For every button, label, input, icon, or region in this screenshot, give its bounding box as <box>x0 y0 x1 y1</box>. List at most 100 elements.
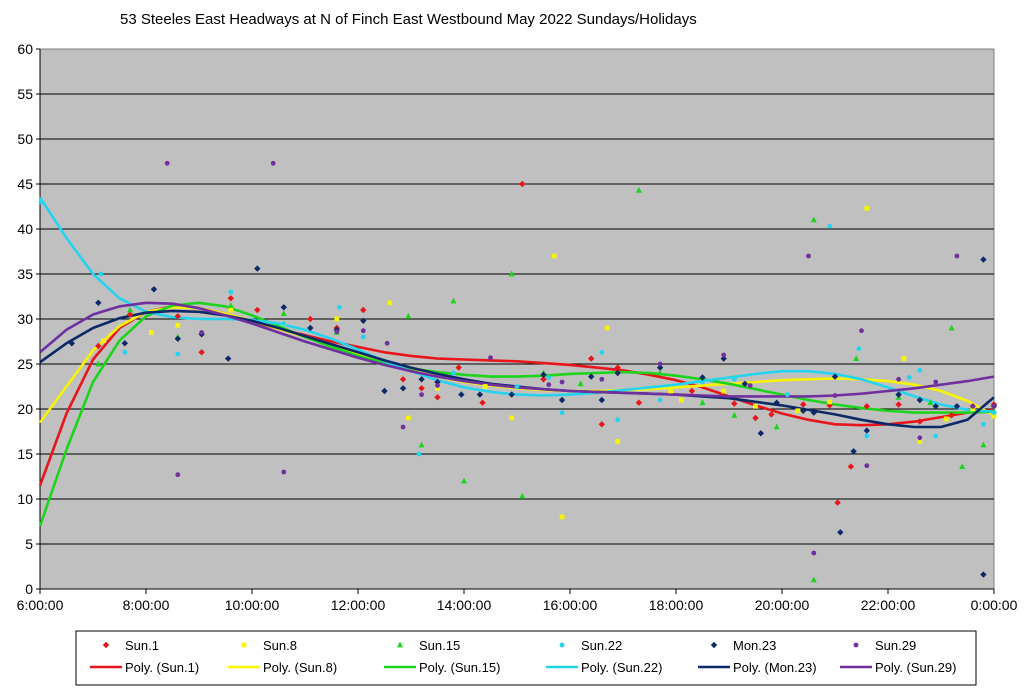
data-point <box>991 413 997 419</box>
data-point <box>577 380 584 387</box>
legend-label: Sun.29 <box>875 638 916 653</box>
data-point <box>434 394 441 401</box>
y-tick-label: 10 <box>17 491 33 507</box>
data-point <box>360 328 366 334</box>
x-tick-label: 8:00:00 <box>123 597 170 613</box>
data-point <box>174 313 181 320</box>
data-point <box>435 385 440 391</box>
data-point <box>68 340 75 347</box>
data-point <box>699 399 706 406</box>
legend-label: Poly. (Sun.22) <box>581 660 662 675</box>
legend-marker <box>710 641 718 649</box>
data-point <box>127 306 134 313</box>
data-point <box>757 430 764 437</box>
data-point <box>953 403 961 410</box>
x-tick-label: 12:00:00 <box>331 597 386 613</box>
data-point <box>721 352 727 358</box>
data-point <box>699 374 706 381</box>
data-point <box>948 324 955 331</box>
data-point <box>198 349 205 356</box>
x-tick-label: 6:00:00 <box>17 597 64 613</box>
data-point <box>784 392 790 397</box>
data-point <box>148 330 154 335</box>
y-tick-label: 20 <box>17 401 33 417</box>
data-point <box>400 424 406 430</box>
data-point <box>101 338 106 343</box>
data-point <box>546 382 552 388</box>
data-point <box>980 441 987 448</box>
data-point <box>122 349 128 355</box>
data-point <box>806 253 811 259</box>
data-point <box>853 355 860 361</box>
data-point <box>917 367 923 373</box>
data-point <box>98 271 104 277</box>
y-tick-label: 45 <box>17 176 33 192</box>
data-point <box>514 384 520 389</box>
data-point <box>488 355 493 361</box>
data-point <box>416 451 422 457</box>
data-point <box>546 375 552 380</box>
legend-marker <box>102 641 110 649</box>
data-point <box>668 388 674 394</box>
data-point <box>615 417 621 423</box>
data-point <box>615 439 621 444</box>
data-point <box>933 433 939 439</box>
y-tick-label: 60 <box>17 41 33 57</box>
chart-title: 53 Steeles East Headways at N of Finch E… <box>120 11 697 28</box>
data-point <box>948 412 955 419</box>
data-point <box>980 571 987 578</box>
data-point <box>700 379 705 385</box>
data-points <box>38 160 998 583</box>
data-point <box>381 387 388 395</box>
data-point <box>337 304 342 310</box>
data-point <box>599 376 605 382</box>
data-point <box>932 403 939 410</box>
data-point <box>981 421 986 427</box>
data-point <box>455 364 462 371</box>
data-point <box>199 330 205 335</box>
legend-label: Sun.15 <box>419 638 460 653</box>
data-point <box>834 499 841 506</box>
data-point <box>599 349 605 355</box>
x-tick-label: 20:00:00 <box>755 597 810 613</box>
data-point <box>773 423 780 430</box>
data-point <box>519 492 526 499</box>
data-point <box>334 316 340 322</box>
data-point <box>980 256 987 263</box>
data-point <box>864 433 870 439</box>
data-point <box>126 311 134 318</box>
y-tick-label: 50 <box>17 131 33 147</box>
data-point <box>895 401 902 408</box>
data-point <box>174 335 181 342</box>
data-point <box>721 388 727 394</box>
data-point <box>307 315 314 323</box>
data-point <box>307 324 314 332</box>
data-point <box>906 375 912 380</box>
data-point <box>604 325 610 331</box>
data-point <box>850 448 857 455</box>
legend-label: Mon.23 <box>733 638 776 653</box>
data-point <box>588 355 595 362</box>
data-point <box>720 355 727 362</box>
data-point <box>270 160 276 166</box>
data-point <box>795 408 801 414</box>
data-point <box>280 304 287 311</box>
data-point <box>508 270 515 277</box>
data-point <box>418 376 425 383</box>
data-point <box>943 416 949 422</box>
data-point <box>121 340 128 347</box>
data-point <box>614 364 621 371</box>
legend-label: Sun.1 <box>125 638 159 653</box>
data-point <box>598 421 605 428</box>
data-point <box>991 410 997 415</box>
data-point <box>863 427 870 434</box>
data-point <box>95 360 102 367</box>
x-tick-label: 18:00:00 <box>649 597 704 613</box>
data-point <box>281 469 287 475</box>
data-point <box>384 340 390 346</box>
data-point <box>970 403 976 409</box>
data-point <box>419 392 424 397</box>
data-point <box>656 364 664 371</box>
data-point <box>451 370 456 376</box>
data-point <box>254 306 261 314</box>
